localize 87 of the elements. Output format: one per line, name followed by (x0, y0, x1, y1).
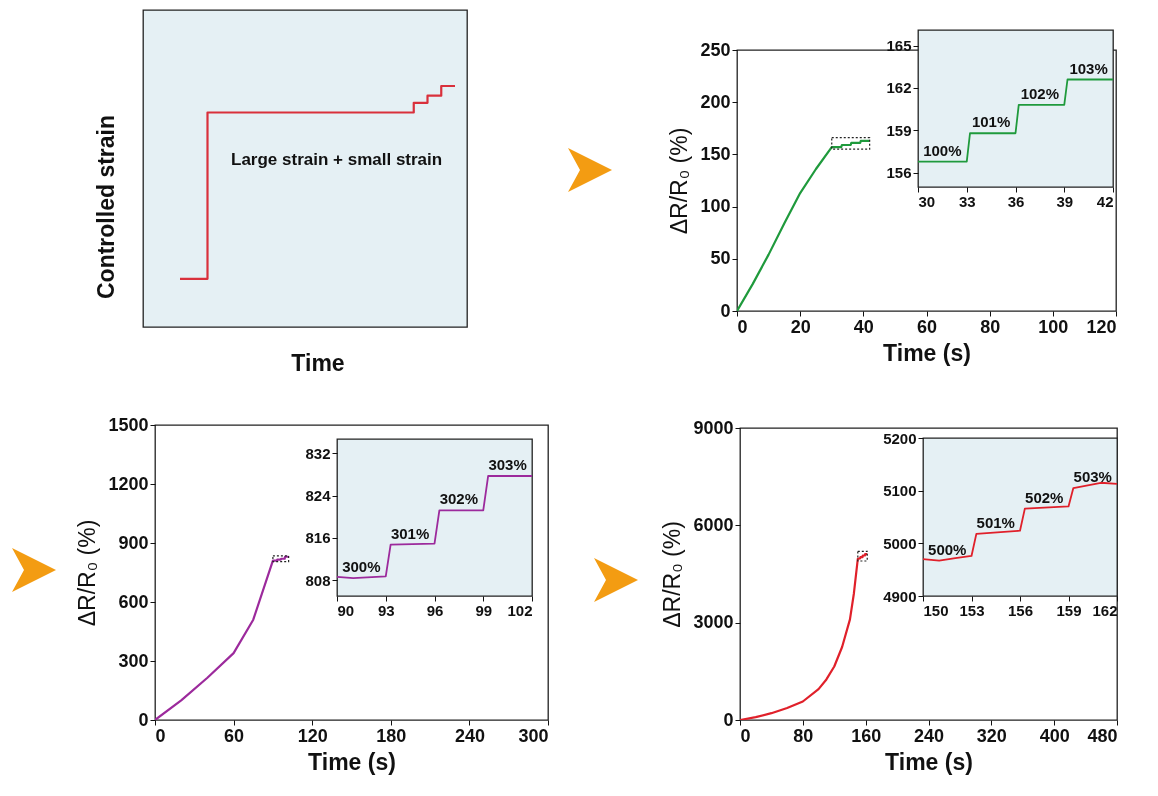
x-tick-label: 36 (1007, 192, 1025, 210)
x-tick-label: 40 (853, 316, 874, 337)
x-tick-label: 39 (1056, 192, 1074, 210)
y-tick-label: 0 (138, 709, 149, 730)
x-tick-label: 300 (518, 725, 549, 746)
x-tick-label: 90 (337, 601, 355, 619)
y-tick-label: 300 (118, 650, 149, 671)
x-axis-title: Time (s) (308, 748, 396, 775)
x-tick-label: 0 (740, 725, 751, 746)
x-tick-label: 96 (426, 601, 444, 619)
x-tick-label: 20 (790, 316, 811, 337)
x-tick-label: 153 (959, 601, 985, 619)
y-tick-label: 200 (700, 91, 731, 112)
x-tick-label: 93 (377, 601, 395, 619)
x-tick-label: 100 (1038, 316, 1069, 337)
x-tick-label: 320 (976, 725, 1007, 746)
x-tick-label: 159 (1056, 601, 1082, 619)
x-tick-label: 60 (224, 725, 245, 746)
y-tick-label: 9000 (693, 417, 734, 438)
x-tick-label: 120 (1086, 316, 1117, 337)
y-tick-label: 5200 (883, 429, 917, 447)
y-tick-label: 0 (723, 709, 734, 730)
x-tick-label: 156 (1007, 601, 1034, 619)
annotation: 302% (439, 490, 479, 508)
annotation: Large strain + small strain (231, 150, 443, 170)
line-series (923, 481, 1117, 562)
x-tick-label: 162 (1092, 601, 1118, 619)
y-tick-label: 159 (886, 121, 912, 139)
annotation: 502% (1025, 488, 1064, 506)
y-tick-label: 824 (305, 487, 332, 505)
y-tick-label: 50 (710, 248, 731, 269)
y-tick-label: 6000 (693, 514, 734, 535)
y-axis-title: ΔR/R₀ (%) (659, 521, 686, 628)
y-tick-label: 4900 (883, 587, 917, 605)
annotation: 100% (923, 141, 962, 159)
y-tick-label: 162 (886, 79, 912, 97)
annotation: 103% (1069, 59, 1108, 77)
y-tick-label: 250 (700, 39, 731, 60)
y-axis-title: Controlled strain (92, 114, 119, 300)
y-tick-label: 816 (305, 529, 331, 547)
x-tick-label: 102 (507, 601, 533, 619)
x-tick-label: 480 (1087, 725, 1118, 746)
y-tick-label: 5100 (883, 482, 917, 500)
x-tick-label: 160 (851, 725, 882, 746)
y-tick-label: 0 (720, 300, 731, 321)
x-tick-label: 180 (376, 725, 407, 746)
x-tick-label: 80 (793, 725, 814, 746)
x-axis-title: Time (s) (883, 339, 971, 366)
y-axis-title: ΔR/R₀ (%) (666, 127, 693, 235)
annotation: 500% (928, 540, 967, 558)
x-tick-label: 0 (155, 725, 166, 746)
y-tick-label: 156 (886, 164, 912, 182)
x-tick-label: 30 (918, 192, 936, 210)
x-tick-label: 240 (913, 725, 945, 746)
x-axis-title: Time (s) (885, 748, 973, 775)
x-tick-label: 33 (958, 192, 976, 210)
annotation: 501% (976, 513, 1015, 531)
x-tick-label: 80 (980, 316, 1001, 337)
x-tick-label: 120 (297, 725, 328, 746)
x-tick-label: 99 (475, 601, 493, 619)
y-tick-label: 900 (118, 532, 149, 553)
line-series (918, 78, 1113, 163)
x-axis-title: Time (291, 349, 345, 376)
annotation: 301% (390, 524, 430, 542)
annotation: 503% (1073, 468, 1112, 486)
y-tick-label: 808 (305, 571, 331, 589)
y-axis-title: ΔR/R₀ (%) (74, 519, 101, 627)
y-tick-label: 600 (118, 591, 149, 612)
y-tick-label: 165 (886, 37, 912, 55)
x-tick-label: 150 (923, 601, 949, 619)
y-tick-label: 5000 (883, 534, 917, 552)
y-tick-label: 832 (305, 444, 331, 462)
x-tick-label: 0 (737, 316, 748, 337)
x-tick-label: 60 (916, 316, 938, 337)
y-tick-label: 3000 (693, 612, 734, 633)
line-series (155, 555, 290, 720)
annotation: 102% (1020, 84, 1060, 102)
line-series (337, 475, 532, 579)
y-tick-label: 1500 (108, 414, 149, 435)
x-tick-label: 240 (454, 725, 485, 746)
annotation: 300% (342, 558, 381, 576)
annotation: 303% (488, 456, 527, 473)
y-tick-label: 150 (700, 143, 731, 164)
x-tick-label: 400 (1039, 725, 1070, 746)
annotation: 101% (971, 113, 1011, 131)
y-tick-label: 1200 (108, 473, 149, 494)
x-tick-label: 42 (1096, 192, 1114, 210)
